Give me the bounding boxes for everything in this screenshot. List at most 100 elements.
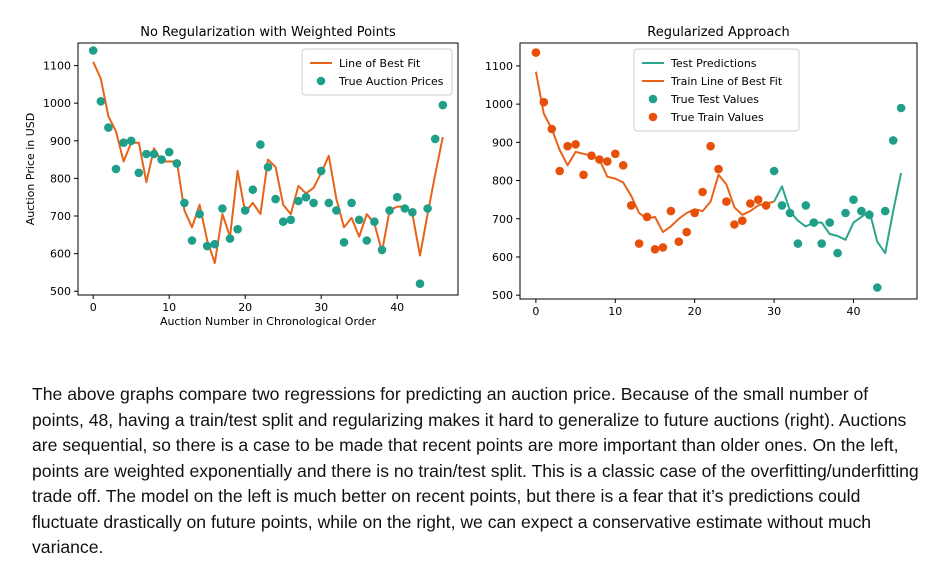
y-tick-label: 800	[50, 172, 71, 185]
scatter-point	[753, 195, 763, 204]
scatter-point	[286, 215, 296, 225]
legend-label: Line of Best Fit	[339, 57, 421, 70]
y-tick-label: 900	[492, 136, 513, 149]
scatter-point	[793, 239, 803, 248]
scatter-point	[126, 136, 136, 146]
scatter-point	[730, 220, 739, 229]
scatter-point	[225, 234, 235, 243]
scatter-point	[833, 248, 842, 258]
scatter-point	[134, 168, 144, 178]
x-axis-label: Auction Number in Chronological Order	[160, 315, 377, 328]
legend-label: Train Line of Best Fit	[670, 75, 783, 88]
scatter-point	[769, 166, 779, 176]
chart-title: Regularized Approach	[647, 25, 789, 40]
scatter-point	[801, 201, 811, 210]
scatter-point	[611, 149, 620, 159]
scatter-point	[666, 206, 676, 216]
scatter-point	[579, 170, 588, 180]
scatter-point	[385, 206, 394, 215]
scatter-point	[240, 206, 250, 215]
legend-box	[633, 48, 800, 132]
legend-label: True Test Values	[670, 93, 759, 106]
scatter-point	[263, 162, 273, 172]
scatter-point	[423, 204, 432, 213]
scatter-point	[857, 206, 866, 216]
scatter-point	[880, 206, 890, 216]
y-tick-label: 700	[492, 213, 513, 226]
scatter-point	[248, 185, 258, 194]
scatter-point	[202, 241, 212, 251]
scatter-point	[324, 198, 334, 208]
scatter-point	[531, 48, 541, 57]
legend-label: True Auction Prices	[338, 75, 444, 88]
charts-canvas: No Regularization with Weighted Points 0 1…	[24, 25, 918, 328]
legend-label: Test Predictions	[670, 57, 757, 70]
scatter-point	[888, 136, 898, 145]
scatter-point	[278, 217, 288, 226]
scatter-point	[777, 201, 787, 210]
x-tick-label: 10	[608, 305, 622, 318]
scatter-point	[370, 217, 379, 226]
scatter-point	[722, 197, 731, 206]
scatter-point	[587, 151, 596, 160]
scatter-point	[430, 134, 440, 144]
scatter-point	[761, 201, 771, 210]
scatter-point	[563, 141, 572, 151]
scatter-point	[896, 103, 906, 113]
series-line	[773, 172, 903, 255]
legend-marker-swatch	[316, 76, 326, 86]
scatter-point	[738, 216, 747, 225]
scatter-point	[316, 166, 326, 176]
scatter-point	[180, 198, 189, 208]
x-tick-label: 0	[90, 301, 97, 314]
y-tick-label: 900	[50, 135, 71, 148]
scatter-point	[415, 279, 425, 289]
scatter-point	[746, 199, 755, 208]
scatter-point	[377, 245, 387, 255]
scatter-point	[96, 97, 106, 106]
scatter-point	[642, 212, 652, 222]
x-tick-label: 40	[390, 301, 404, 314]
scatter-point	[392, 192, 402, 202]
scatter-point	[849, 195, 858, 204]
scatter-point	[539, 97, 549, 107]
y-tick-label: 1100	[43, 60, 71, 73]
scatter-point	[698, 187, 707, 197]
scatter-point	[809, 218, 819, 227]
scatter-point	[104, 123, 113, 132]
scatter-point	[438, 100, 448, 110]
scatter-point	[674, 237, 684, 246]
plot-frame	[77, 42, 459, 296]
chart-no-regularization: No Regularization with Weighted Points 0 1…	[24, 25, 459, 328]
scatter-point	[690, 208, 699, 218]
scatter-point	[271, 194, 280, 204]
scatter-point	[571, 140, 580, 149]
scatter-point	[547, 124, 557, 134]
scatter-point	[88, 46, 98, 55]
scatter-point	[339, 238, 349, 247]
legend-marker-swatch	[648, 94, 658, 104]
y-tick-label: 1000	[485, 98, 513, 111]
scatter-point	[714, 164, 723, 174]
scatter-point	[218, 204, 227, 213]
scatter-point	[149, 149, 159, 159]
y-tick-label: 500	[50, 285, 71, 298]
chart-regularized: Regularized Approach 0 10 20 30 40 500 600 700 80…	[485, 25, 918, 318]
legend-label: True Train Values	[670, 111, 764, 124]
scatter-point	[157, 155, 166, 164]
y-tick-label: 700	[50, 210, 71, 223]
scatter-point	[111, 164, 121, 174]
x-tick-label: 10	[162, 301, 176, 314]
scatter-point	[187, 236, 197, 245]
scatter-point	[210, 239, 220, 249]
scatter-point	[618, 161, 628, 170]
y-tick-label: 1100	[485, 60, 513, 73]
legend-marker-swatch	[648, 112, 658, 122]
scatter-point	[301, 192, 311, 202]
y-tick-label: 500	[492, 289, 513, 302]
scatter-point	[873, 283, 882, 292]
chart-title: No Regularization with Weighted Points	[140, 25, 396, 40]
scatter-point	[142, 149, 151, 159]
scatter-point	[347, 198, 356, 208]
series-line	[92, 61, 444, 264]
